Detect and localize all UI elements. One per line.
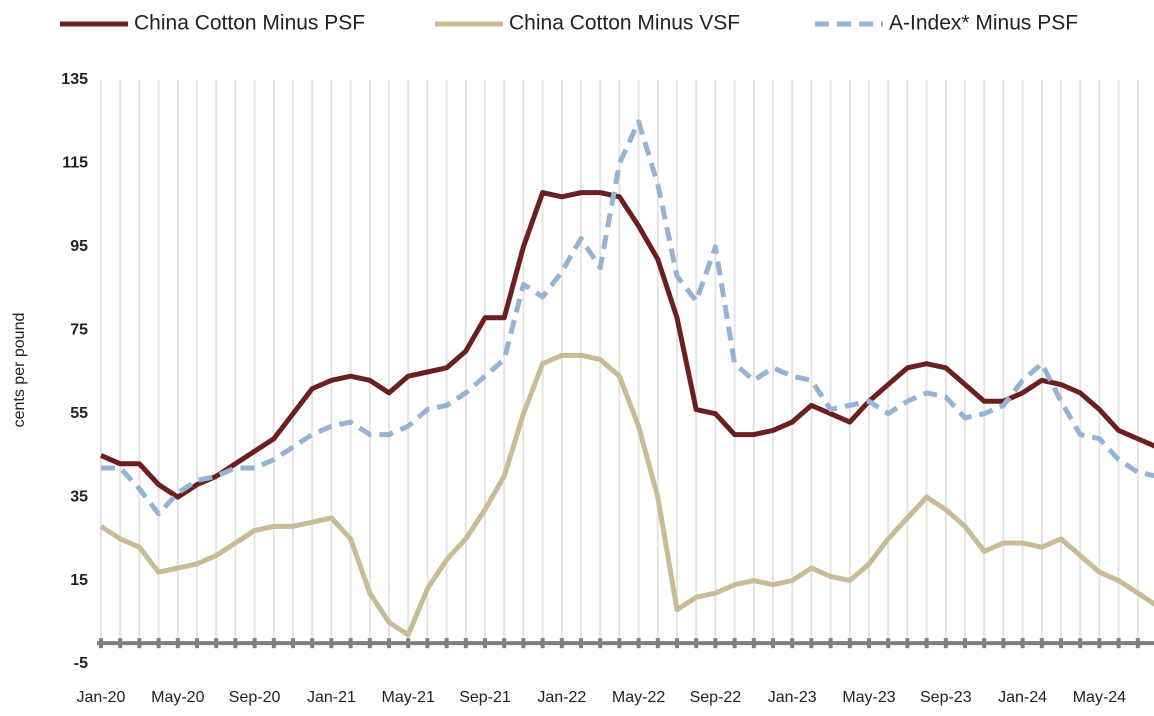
x-tick-label: Sep-20 <box>229 689 281 706</box>
x-tick-label: May-23 <box>842 689 895 706</box>
x-tick-label: May-20 <box>151 689 204 706</box>
x-tick <box>694 638 699 649</box>
x-tick <box>713 638 718 649</box>
x-tick <box>982 638 987 649</box>
x-tick-label: May-24 <box>1073 689 1126 706</box>
y-tick-label: 95 <box>70 238 88 255</box>
x-tick <box>1020 638 1025 649</box>
legend-label: A-Index* Minus PSF <box>889 12 1078 35</box>
x-tick-label: Sep-22 <box>690 689 742 706</box>
series-line <box>101 119 1154 517</box>
x-tick <box>905 638 910 649</box>
y-tick-label: 135 <box>61 71 88 88</box>
legend-label: China Cotton Minus PSF <box>134 12 365 35</box>
y-tick-label: 55 <box>70 405 88 422</box>
x-tick <box>387 638 391 649</box>
x-tick <box>809 638 814 649</box>
x-tick <box>771 638 775 649</box>
x-tick <box>99 638 103 649</box>
x-tick <box>1001 638 1006 649</box>
x-tick <box>1097 638 1102 649</box>
x-tick <box>675 638 679 649</box>
x-tick <box>252 638 257 649</box>
x-tick-label: Sep-21 <box>459 689 511 706</box>
x-tick <box>1059 638 1063 649</box>
x-tick <box>559 638 564 649</box>
x-tick-label: May-22 <box>612 689 665 706</box>
x-tick-label: Sep-23 <box>920 689 972 706</box>
y-tick-label: 15 <box>70 572 88 589</box>
x-tick <box>924 638 929 649</box>
y-tick-label: -5 <box>74 655 88 672</box>
y-tick-label: 75 <box>70 322 88 339</box>
x-tick <box>847 638 852 649</box>
x-tick <box>502 638 507 649</box>
x-tick <box>348 638 353 649</box>
x-tick <box>886 638 891 649</box>
x-tick-label: May-21 <box>382 689 435 706</box>
x-tick-label: Jan-23 <box>768 689 817 706</box>
x-tick <box>943 638 948 649</box>
x-tick-label: Jan-22 <box>537 689 586 706</box>
x-tick <box>137 638 142 649</box>
x-tick <box>828 638 833 649</box>
x-tick <box>790 638 795 649</box>
x-tick <box>118 638 123 649</box>
x-tick <box>751 638 756 649</box>
x-tick <box>1116 638 1121 649</box>
x-tick <box>1078 638 1083 649</box>
x-tick <box>425 638 430 649</box>
x-tick <box>156 638 161 649</box>
x-tick <box>521 638 526 649</box>
y-axis-label: cents per pound <box>11 313 28 428</box>
x-tick <box>1039 638 1044 649</box>
x-tick <box>367 638 372 649</box>
x-tick <box>175 638 180 649</box>
x-tick <box>617 638 622 649</box>
x-tick <box>310 638 315 649</box>
x-tick <box>291 638 295 649</box>
x-tick <box>732 638 737 649</box>
x-tick <box>655 638 660 649</box>
x-tick <box>406 638 411 649</box>
x-tick <box>271 638 276 649</box>
x-tick <box>214 638 219 649</box>
x-tick <box>579 638 583 649</box>
x-tick <box>867 638 871 649</box>
x-tick <box>233 638 238 649</box>
x-tick <box>1135 638 1140 649</box>
x-tick-label: Jan-20 <box>77 689 126 706</box>
x-tick <box>444 638 449 649</box>
x-tick <box>540 638 545 649</box>
series-line <box>100 190 1154 500</box>
y-tick-label: 115 <box>62 155 88 172</box>
x-tick <box>598 638 603 649</box>
x-tick <box>963 638 967 649</box>
x-tick <box>329 638 334 649</box>
legend-label: China Cotton Minus VSF <box>509 12 740 35</box>
x-tick-label: Jan-21 <box>307 689 356 706</box>
x-tick <box>463 638 468 649</box>
y-tick-label: 35 <box>70 488 88 505</box>
series-line <box>99 352 1154 638</box>
x-tick <box>636 638 641 649</box>
x-tick <box>483 638 487 649</box>
x-tick-label: Jan-24 <box>998 689 1047 706</box>
x-tick <box>195 638 199 649</box>
